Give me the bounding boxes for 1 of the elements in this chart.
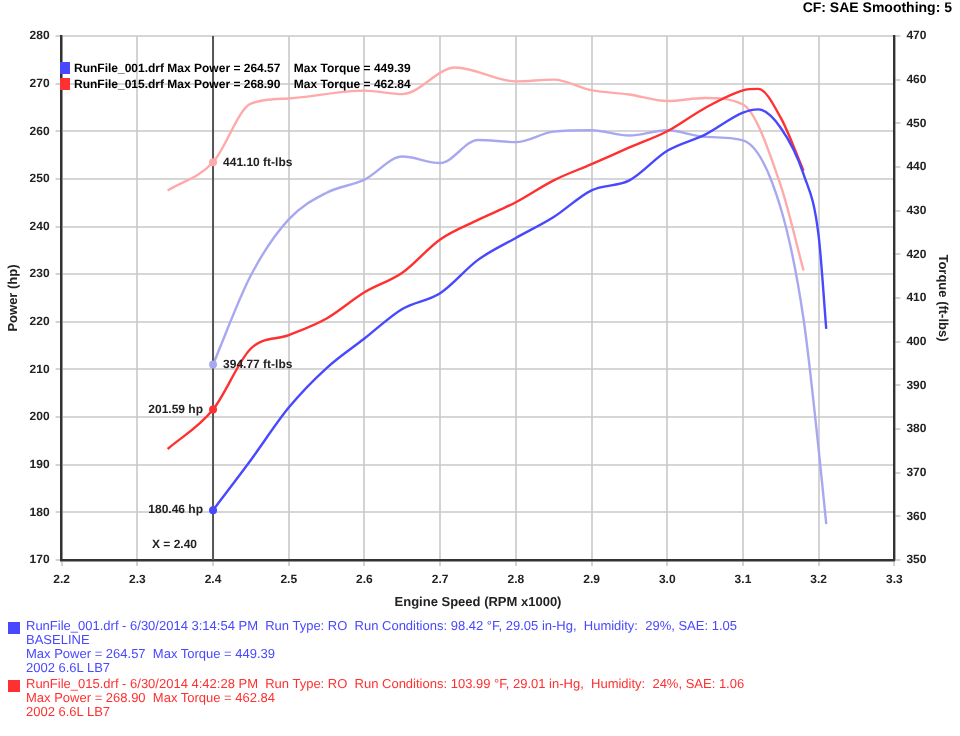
line-series (166, 66, 805, 272)
